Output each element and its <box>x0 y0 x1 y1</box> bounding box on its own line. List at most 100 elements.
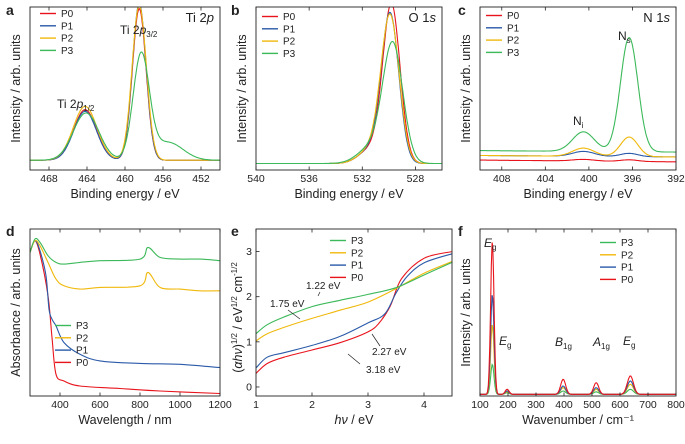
x-tick-label: 600 <box>91 399 109 411</box>
panel-f: f 100 200 300 400 500 600 700 800 Wavenumber / cm… <box>458 223 685 427</box>
element-text: Ti 2 <box>186 10 207 25</box>
y-axis-label: Intensity / arb. units <box>459 258 473 366</box>
x-axis-label: hν / eV <box>335 413 375 427</box>
y-tick-label: 3 <box>246 246 252 258</box>
mode-symbol: E <box>484 236 493 250</box>
ann-base: N <box>573 114 582 128</box>
legend-label-p3: P3 <box>76 321 89 332</box>
x-tick-label: 3 <box>365 399 371 411</box>
x-tick-label: 468 <box>40 173 58 185</box>
element-label: Ti 2p <box>186 10 214 25</box>
x-tick-label: 408 <box>493 173 511 185</box>
peak-annotation: Ti 2p3/2 <box>120 23 158 39</box>
x-tick-label: 392 <box>667 173 685 185</box>
legend-label-p3: P3 <box>507 48 520 59</box>
series-p1-line <box>256 253 452 369</box>
bandgap-annotation: 2.27 eV <box>372 347 407 358</box>
x-tick-label: 540 <box>247 173 265 185</box>
y-axis-label: Intensity / arb. units <box>9 34 23 142</box>
y-axis-label: Intensity / arb. units <box>459 34 473 142</box>
legend-label-p1: P1 <box>283 24 296 35</box>
y-label-sup: -1/2 <box>230 262 239 276</box>
x-tick-label: 500 <box>583 399 601 411</box>
ann-sub: 3/2 <box>146 30 158 39</box>
series-p3-line <box>30 51 220 161</box>
y-tick-label: 1 <box>246 336 252 348</box>
series-p3-line <box>480 36 676 153</box>
x-tick-label: 532 <box>354 173 372 185</box>
plot-frame <box>255 228 453 397</box>
x-tick-label: 700 <box>639 399 657 411</box>
annotation-leader-line <box>371 333 381 347</box>
element-label: N 1s <box>643 10 670 25</box>
legend-label-p0: P0 <box>61 9 74 20</box>
element-orbital: p <box>206 10 214 25</box>
y-tick-label: 2 <box>246 291 252 303</box>
mode-symbol: E <box>623 334 632 348</box>
plot-area <box>256 7 442 165</box>
series-p0-line <box>480 242 676 395</box>
ann-base: Ti 2 <box>57 97 77 111</box>
y-label-part: ( <box>231 368 245 373</box>
mode-sub: g <box>507 341 511 350</box>
x-axis-label: Binding energy / eV <box>523 187 633 201</box>
panel-label: a <box>6 2 14 18</box>
mode-sub: g <box>492 243 496 252</box>
panel-label: f <box>458 223 463 239</box>
mode-symbol: A <box>592 335 601 349</box>
mode-sub: g <box>631 341 635 350</box>
legend-label-p1: P1 <box>351 261 364 272</box>
annotation-leader-line <box>317 291 321 297</box>
x-tick-label: 1200 <box>208 399 232 411</box>
mode-sub: 1g <box>601 342 610 351</box>
legend-label-p3: P3 <box>283 49 296 60</box>
element-orbital: s <box>664 10 671 25</box>
legend-label-p2: P2 <box>621 250 634 261</box>
plot-area <box>480 242 676 395</box>
legend-label-p1: P1 <box>621 263 634 274</box>
x-tick-label: 452 <box>192 173 210 185</box>
y-axis-label: (αhν)1/2 / eV1/2 cm-1/2 <box>230 262 245 373</box>
element-text: O 1 <box>409 10 430 25</box>
x-tick-label: 800 <box>131 399 149 411</box>
y-tick-label: 0 <box>246 381 252 393</box>
series-p0-line <box>30 240 220 395</box>
raman-mode-label: A1g <box>592 335 610 351</box>
y-label-sup: 1/2 <box>230 332 239 344</box>
x-tick-label: 1000 <box>168 399 192 411</box>
x-tick-label: 200 <box>499 399 517 411</box>
x-tick-label: 100 <box>471 399 489 411</box>
x-axis-label: Binding energy / eV <box>70 187 180 201</box>
y-label-part: αhν <box>231 348 245 369</box>
series-p3-line <box>256 261 452 335</box>
series-p1-line <box>30 240 220 369</box>
plot-area <box>256 251 452 374</box>
series-p2-line <box>480 136 676 158</box>
legend-label-p2: P2 <box>76 333 89 344</box>
x-tick-label: 4 <box>421 399 427 411</box>
x-tick-label: 400 <box>555 399 573 411</box>
x-axis-label: Wavenumber / cm⁻¹ <box>522 413 634 427</box>
x-tick-label: 400 <box>580 173 598 185</box>
ann-sub: i <box>582 121 584 130</box>
y-label-sup: 1/2 <box>230 296 239 308</box>
ann-orbital: p <box>76 97 84 111</box>
x-axis-label-unit: / eV <box>348 413 374 427</box>
ann-sub: 1/2 <box>83 104 95 113</box>
series-p2-line <box>30 239 220 292</box>
legend-label-p2: P2 <box>61 34 74 45</box>
ann-base: N <box>618 29 627 43</box>
legend-label-p1: P1 <box>61 21 74 32</box>
y-label-part: ) <box>231 344 245 348</box>
x-tick-label: 456 <box>154 173 172 185</box>
plot-frame <box>479 6 677 171</box>
ann-sub: s <box>627 36 631 45</box>
plot-area <box>30 237 220 395</box>
series-p3-line <box>256 40 442 165</box>
legend-label-p2: P2 <box>351 248 364 259</box>
mode-symbol: E <box>499 334 508 348</box>
raman-mode-label: Eg <box>499 334 511 350</box>
